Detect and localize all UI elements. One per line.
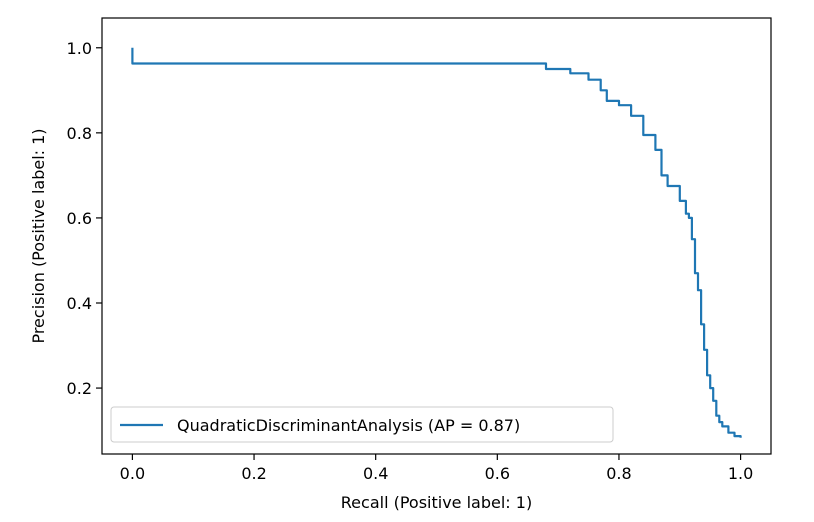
y-tick-label: 0.2	[67, 379, 92, 398]
plot-area	[131, 47, 742, 438]
x-tick-label: 0.4	[363, 464, 388, 483]
x-axis-label: Recall (Positive label: 1)	[341, 493, 532, 512]
y-axis-label: Precision (Positive label: 1)	[29, 128, 48, 343]
x-tick-label: 0.0	[120, 464, 145, 483]
y-tick-label: 0.4	[67, 294, 92, 313]
axis-ticks: 0.0 0.2 0.4 0.6 0.8 1.0 0.2 0.4 0.6 0.8 1.0	[67, 39, 754, 483]
series-line-0	[131, 47, 742, 438]
x-tick-label: 0.2	[241, 464, 266, 483]
legend-box	[110, 406, 614, 443]
legend: QuadraticDiscriminantAnalysis (AP = 0.87…	[110, 406, 614, 443]
legend-entry-label: QuadraticDiscriminantAnalysis (AP = 0.87…	[177, 416, 520, 435]
x-tick-label: 1.0	[728, 464, 753, 483]
x-tick-label: 0.8	[606, 464, 631, 483]
y-tick-label: 1.0	[67, 39, 92, 58]
y-tick-label: 0.8	[67, 124, 92, 143]
axes-frame	[101, 17, 772, 455]
y-tick-label: 0.6	[67, 209, 92, 228]
x-tick-label: 0.6	[485, 464, 510, 483]
